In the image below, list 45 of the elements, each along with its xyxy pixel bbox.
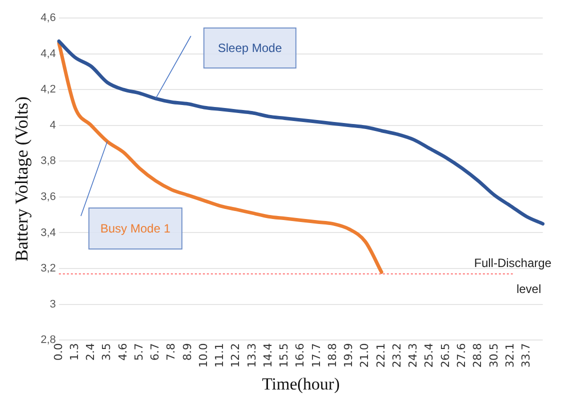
x-tick-label: 25.4 bbox=[422, 343, 436, 368]
x-tick-label: 21.0 bbox=[358, 343, 372, 368]
y-tick-label: 3,2 bbox=[40, 262, 56, 275]
x-tick-label: 3.5 bbox=[100, 343, 114, 361]
x-tick-label: 12.2 bbox=[229, 343, 242, 368]
x-tick-label: 2.4 bbox=[84, 343, 98, 361]
x-tick-label: 32.1 bbox=[503, 343, 516, 368]
text: Busy Mode 1 bbox=[100, 222, 171, 236]
y-axis-title: Battery Voltage (Volts) bbox=[12, 96, 32, 262]
x-tick-label: 27.6 bbox=[455, 343, 468, 368]
y-tick-label: 4 bbox=[50, 119, 56, 132]
x-tick-label: 10.0 bbox=[196, 343, 210, 368]
y-tick-label: 4,4 bbox=[40, 48, 56, 60]
x-tick-label: 30.5 bbox=[487, 343, 500, 368]
ref-line-label: Full-Discharge level bbox=[474, 256, 552, 296]
x-tick-label: 16.6 bbox=[294, 343, 307, 368]
x-tick-label: 22.1 bbox=[374, 343, 388, 368]
x-tick-label: 13.3 bbox=[245, 343, 258, 368]
x-tick-label: 17.7 bbox=[310, 343, 323, 368]
y-tick-label: 3,4 bbox=[40, 226, 56, 239]
x-tick-label: 7.8 bbox=[164, 343, 178, 361]
x-tick-label: 33.7 bbox=[520, 343, 533, 368]
text: Sleep Mode bbox=[218, 41, 282, 55]
x-tick-label: 28.8 bbox=[471, 343, 484, 368]
y-tick-label: 3,8 bbox=[40, 155, 56, 168]
x-tick-label: 24.3 bbox=[406, 343, 420, 368]
x-tick-label: 6.7 bbox=[148, 343, 162, 361]
x-tick-label: 15.5 bbox=[278, 343, 291, 368]
y-tick-label: 3 bbox=[50, 298, 56, 310]
x-tick-label: 19.9 bbox=[342, 343, 356, 368]
y-tick-label: 4,6 bbox=[40, 12, 56, 24]
x-tick-label: 0.0 bbox=[52, 343, 65, 361]
x-tick-label: 23.2 bbox=[390, 343, 404, 368]
x-tick-label: 14.4 bbox=[261, 343, 274, 368]
x-tick-label: 1.3 bbox=[68, 343, 81, 361]
x-tick-label: 4.6 bbox=[116, 343, 130, 361]
x-tick-label: 5.7 bbox=[132, 343, 146, 361]
x-tick-label: 8.9 bbox=[180, 343, 194, 361]
x-tick-label: 26.5 bbox=[438, 343, 452, 368]
y-tick-label: 4,2 bbox=[40, 84, 56, 96]
x-tick-label: 11.1 bbox=[213, 343, 226, 368]
y-tick-label: 3,6 bbox=[40, 190, 56, 203]
x-tick-label: 18.8 bbox=[326, 343, 339, 368]
x-axis-title: Time(hour) bbox=[262, 374, 340, 394]
line-series bbox=[57, 41, 384, 274]
